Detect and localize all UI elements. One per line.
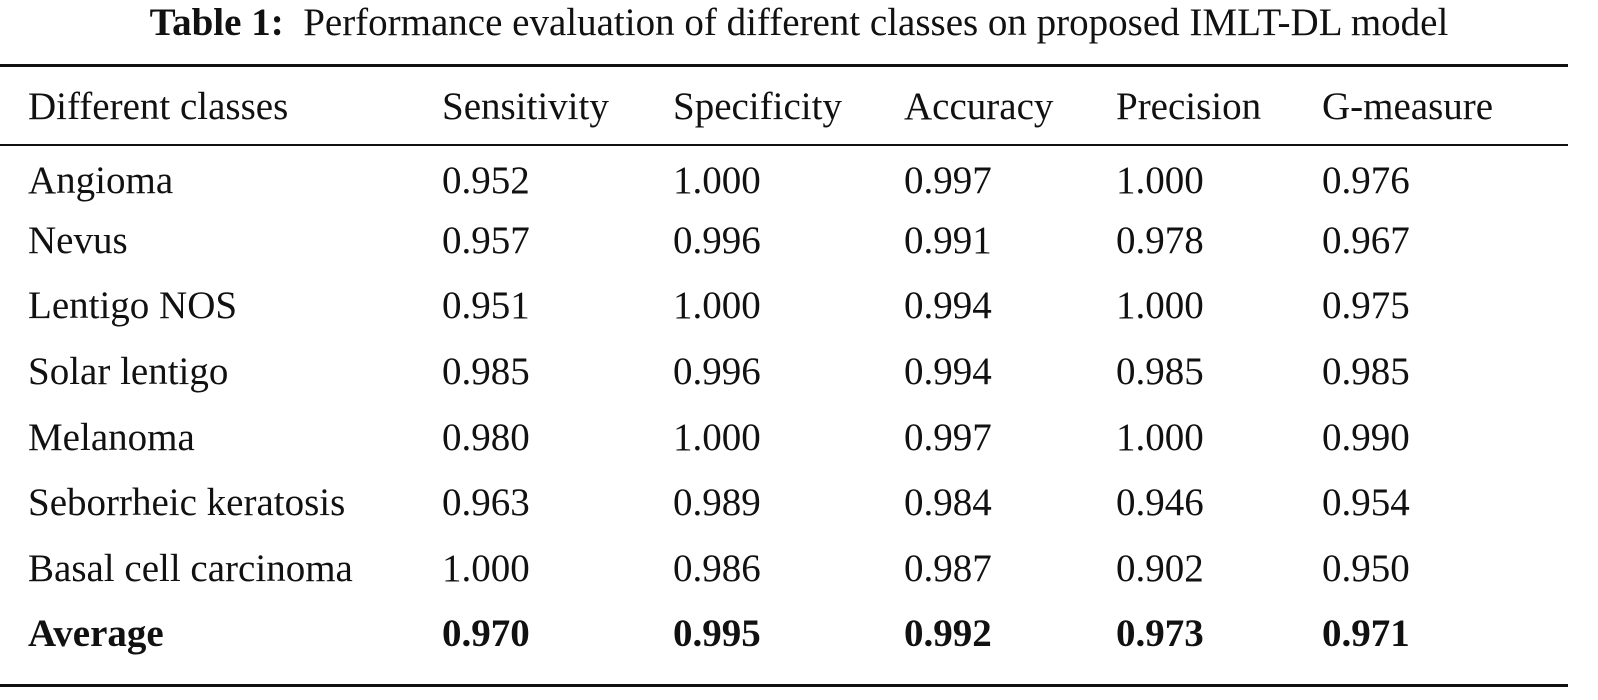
class-name-cell: Lentigo NOS — [28, 284, 238, 328]
class-name-cell: Nevus — [28, 218, 128, 262]
value-cell: 0.996 — [673, 350, 761, 394]
column-header: Different classes — [28, 84, 289, 128]
column-header: G-measure — [1322, 84, 1494, 128]
header-row: Different classes Sensitivity Specificit… — [0, 70, 1568, 142]
value-cell: 1.000 — [1116, 415, 1204, 459]
class-name-cell: Melanoma — [28, 415, 195, 459]
value-cell: 0.946 — [1116, 481, 1204, 525]
value-cell: 0.951 — [442, 284, 530, 328]
value-cell: 0.994 — [904, 350, 992, 394]
value-cell: 0.954 — [1322, 481, 1410, 525]
average-value-cell: 0.971 — [1322, 612, 1410, 656]
table-row: Seborrheic keratosis 0.963 0.989 0.984 0… — [0, 470, 1568, 536]
class-name-cell: Basal cell carcinoma — [28, 546, 353, 590]
value-cell: 0.986 — [673, 546, 761, 590]
value-cell: 0.952 — [442, 159, 530, 203]
value-cell: 1.000 — [1116, 159, 1204, 203]
value-cell: 0.990 — [1322, 415, 1410, 459]
column-header: Precision — [1116, 84, 1262, 128]
table-row: Solar lentigo 0.985 0.996 0.994 0.985 0.… — [0, 339, 1568, 405]
caption-text: Performance evaluation of different clas… — [303, 1, 1449, 44]
value-cell: 0.991 — [904, 218, 992, 262]
class-name-cell: Solar lentigo — [28, 350, 229, 394]
value-cell: 0.997 — [904, 159, 992, 203]
value-cell: 0.997 — [904, 415, 992, 459]
table-row: Angioma 0.952 1.000 0.997 1.000 0.976 — [0, 142, 1568, 208]
average-value-cell: 0.970 — [442, 612, 530, 656]
column-header: Sensitivity — [442, 84, 609, 128]
value-cell: 0.985 — [1116, 350, 1204, 394]
average-row: Average 0.970 0.995 0.992 0.973 0.971 — [0, 601, 1568, 667]
table-row: Melanoma 0.980 1.000 0.997 1.000 0.990 — [0, 404, 1568, 470]
value-cell: 0.963 — [442, 481, 530, 525]
value-cell: 1.000 — [442, 546, 530, 590]
value-cell: 0.950 — [1322, 546, 1410, 590]
value-cell: 0.902 — [1116, 546, 1204, 590]
value-cell: 0.985 — [1322, 350, 1410, 394]
value-cell: 0.987 — [904, 546, 992, 590]
bottom-rule — [0, 684, 1568, 687]
table-caption: Table 1: Performance evaluation of diffe… — [0, 0, 1598, 50]
value-cell: 0.996 — [673, 218, 761, 262]
value-cell: 0.985 — [442, 350, 530, 394]
value-cell: 0.976 — [1322, 159, 1410, 203]
average-value-cell: 0.995 — [673, 612, 761, 656]
column-header: Specificity — [673, 84, 842, 128]
table-row: Lentigo NOS 0.951 1.000 0.994 1.000 0.97… — [0, 273, 1568, 339]
class-name-cell: Seborrheic keratosis — [28, 481, 346, 525]
value-cell: 0.994 — [904, 284, 992, 328]
value-cell: 0.989 — [673, 481, 761, 525]
average-label-cell: Average — [28, 612, 164, 656]
top-rule — [0, 64, 1568, 67]
caption-label: Table 1: — [149, 1, 284, 44]
table-row: Basal cell carcinoma 1.000 0.986 0.987 0… — [0, 536, 1568, 602]
value-cell: 0.978 — [1116, 218, 1204, 262]
value-cell: 1.000 — [673, 284, 761, 328]
performance-table: Different classes Sensitivity Specificit… — [0, 70, 1568, 667]
average-value-cell: 0.992 — [904, 612, 992, 656]
value-cell: 1.000 — [673, 415, 761, 459]
header-rule — [0, 144, 1568, 146]
average-value-cell: 0.973 — [1116, 612, 1204, 656]
value-cell: 1.000 — [673, 159, 761, 203]
value-cell: 0.975 — [1322, 284, 1410, 328]
value-cell: 0.957 — [442, 218, 530, 262]
class-name-cell: Angioma — [28, 159, 174, 203]
value-cell: 0.967 — [1322, 218, 1410, 262]
column-header: Accuracy — [904, 84, 1054, 128]
value-cell: 0.984 — [904, 481, 992, 525]
value-cell: 0.980 — [442, 415, 530, 459]
table-row: Nevus 0.957 0.996 0.991 0.978 0.967 — [0, 208, 1568, 274]
value-cell: 1.000 — [1116, 284, 1204, 328]
